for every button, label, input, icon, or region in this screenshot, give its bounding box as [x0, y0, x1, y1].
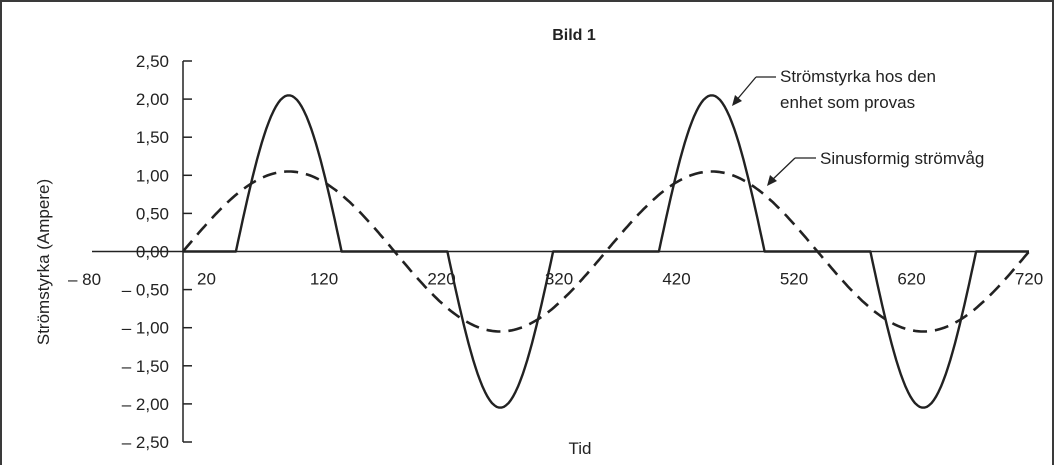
y-tick-label: – 1,00 — [122, 319, 169, 338]
chart-title: Bild 1 — [552, 27, 596, 44]
x-tick-label: 320 — [545, 270, 573, 289]
x-tick-label: 220 — [427, 270, 455, 289]
y-tick-label: – 0,50 — [122, 281, 169, 300]
annotation-sine: Sinusformig strömvåg — [767, 149, 984, 186]
annotation-sine-arrow-shaft — [769, 157, 796, 183]
x-tick-label: 20 — [197, 270, 216, 289]
x-tick-label: 520 — [780, 270, 808, 289]
y-axis-label: Strömstyrka (Ampere) — [34, 179, 53, 345]
y-tick-label: 2,50 — [136, 52, 169, 71]
y-tick-label: 1,50 — [136, 128, 169, 147]
annotation-sine-line-1: Sinusformig strömvåg — [820, 149, 984, 168]
annotation-measured-line-1: Strömstyrka hos den — [780, 67, 936, 86]
x-origin-label: – 80 — [68, 270, 101, 289]
y-tick-label: 0,50 — [136, 204, 169, 223]
x-tick-label: 620 — [897, 270, 925, 289]
y-tick-label: – 1,50 — [122, 357, 169, 376]
annotation-measured: Strömstyrka hos den enhet som provas — [732, 67, 936, 112]
x-axis-label: Tid — [569, 439, 592, 458]
annotation-sine-arrowhead — [767, 175, 777, 186]
axis-ticks: 2,50 2,00 1,50 1,00 0,50 0,00 – 0,50 – 1,00 – 1,… — [122, 52, 1043, 452]
y-tick-label: 1,00 — [136, 166, 169, 185]
annotation-measured-arrow-shaft — [734, 76, 757, 103]
y-tick-label: – 2,50 — [122, 433, 169, 452]
series-layer — [181, 94, 1031, 409]
x-tick-label: 120 — [310, 270, 338, 289]
annotation-measured-line-2: enhet som provas — [780, 93, 915, 112]
y-tick-label: 0,00 — [136, 243, 169, 262]
series-line-measured — [183, 94, 1029, 409]
y-tick-label: – 2,00 — [122, 395, 169, 414]
y-tick-label: 2,00 — [136, 90, 169, 109]
x-tick-label: 720 — [1015, 270, 1043, 289]
x-tick-label: 420 — [662, 270, 690, 289]
annotation-measured-arrowhead — [732, 95, 742, 106]
